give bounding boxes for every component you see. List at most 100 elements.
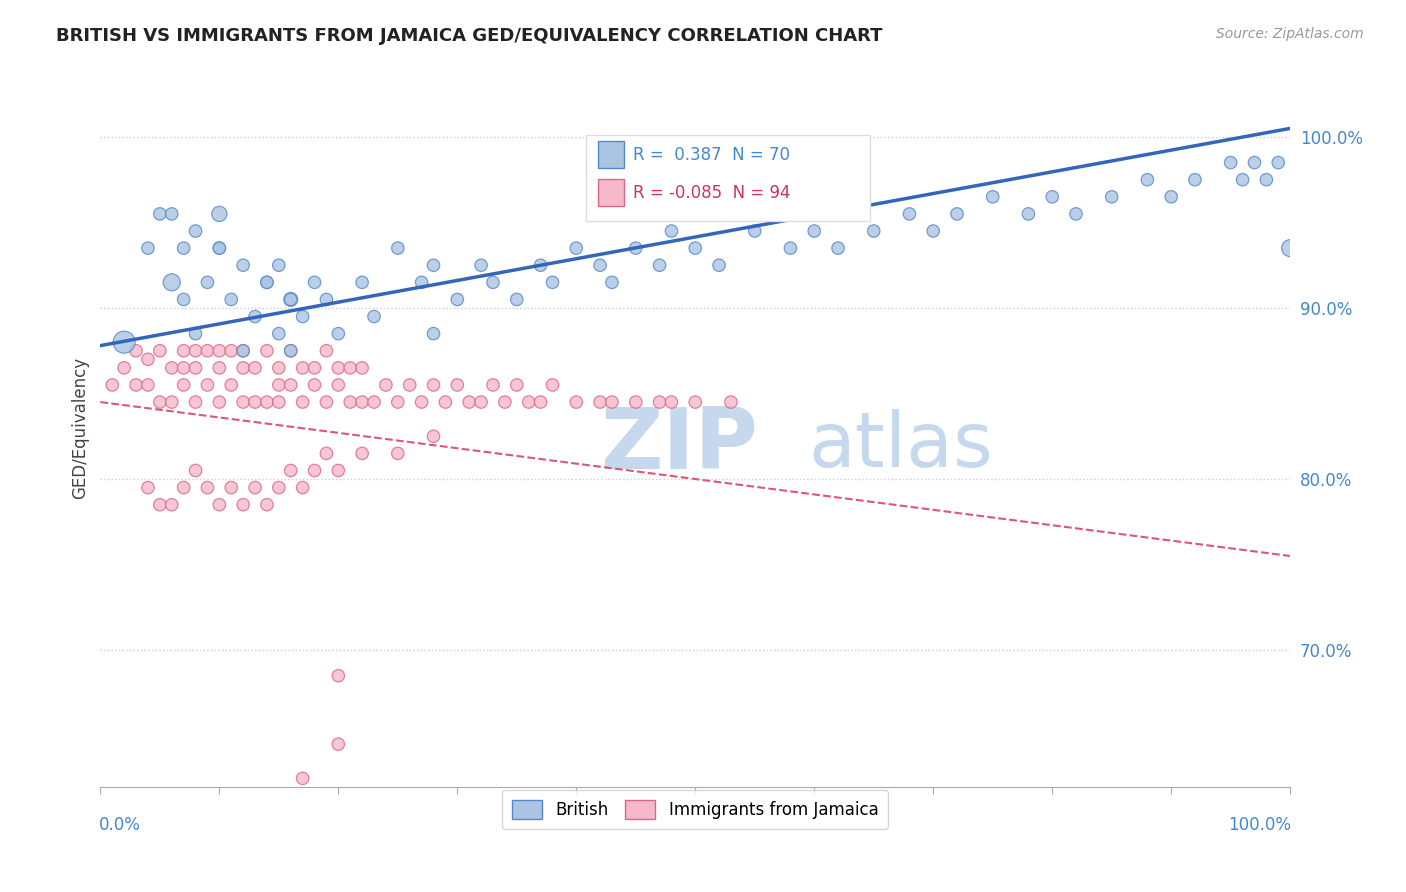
FancyBboxPatch shape — [586, 136, 870, 221]
Point — [149, 498, 172, 512]
Point — [661, 224, 683, 238]
Point — [1279, 241, 1302, 255]
Point — [411, 395, 433, 409]
Point — [1243, 155, 1265, 169]
Point — [411, 276, 433, 290]
Point — [1040, 190, 1063, 204]
Point — [304, 463, 326, 477]
Point — [125, 378, 148, 392]
Point — [184, 463, 207, 477]
Point — [328, 360, 350, 375]
Point — [482, 378, 505, 392]
Point — [470, 258, 492, 272]
Point — [280, 293, 302, 307]
Point — [197, 343, 219, 358]
Point — [280, 293, 302, 307]
Point — [232, 395, 254, 409]
Point — [219, 378, 242, 392]
Point — [328, 378, 350, 392]
Point — [470, 395, 492, 409]
Point — [1136, 172, 1159, 186]
Point — [280, 378, 302, 392]
Point — [267, 481, 290, 495]
Point — [446, 378, 468, 392]
Point — [184, 343, 207, 358]
Text: R = -0.085  N = 94: R = -0.085 N = 94 — [633, 184, 792, 202]
Point — [352, 276, 374, 290]
Text: ZIP: ZIP — [600, 404, 758, 487]
Point — [1184, 172, 1206, 186]
Point — [160, 207, 183, 221]
Point — [1160, 190, 1182, 204]
Point — [232, 258, 254, 272]
Point — [112, 360, 135, 375]
Point — [339, 360, 361, 375]
Text: Source: ZipAtlas.com: Source: ZipAtlas.com — [1216, 27, 1364, 41]
Point — [256, 498, 278, 512]
Point — [267, 378, 290, 392]
Point — [208, 360, 231, 375]
Text: atlas: atlas — [808, 409, 993, 483]
Point — [267, 360, 290, 375]
Point — [529, 258, 551, 272]
Point — [280, 463, 302, 477]
Point — [208, 343, 231, 358]
Point — [208, 395, 231, 409]
Point — [600, 395, 623, 409]
Point — [149, 207, 172, 221]
Point — [267, 326, 290, 341]
Point — [173, 481, 195, 495]
Point — [506, 378, 529, 392]
Point — [315, 343, 337, 358]
Point — [387, 395, 409, 409]
Point — [1101, 190, 1123, 204]
Point — [197, 378, 219, 392]
Point — [565, 395, 588, 409]
Point — [1064, 207, 1087, 221]
Point — [565, 241, 588, 255]
Text: 100.0%: 100.0% — [1229, 815, 1291, 834]
Point — [280, 343, 302, 358]
Point — [173, 241, 195, 255]
Point — [149, 343, 172, 358]
Point — [1017, 207, 1039, 221]
Point — [160, 498, 183, 512]
Point — [219, 343, 242, 358]
Point — [267, 258, 290, 272]
Point — [422, 429, 444, 443]
Point — [648, 395, 671, 409]
Point — [446, 293, 468, 307]
Point — [328, 737, 350, 751]
Point — [352, 395, 374, 409]
Point — [136, 241, 159, 255]
Point — [160, 395, 183, 409]
Point — [125, 343, 148, 358]
Point — [422, 378, 444, 392]
Point — [184, 360, 207, 375]
Point — [232, 498, 254, 512]
Point — [219, 481, 242, 495]
Point — [232, 343, 254, 358]
Point — [101, 378, 124, 392]
Point — [267, 395, 290, 409]
Point — [197, 481, 219, 495]
Point — [184, 395, 207, 409]
Point — [363, 310, 385, 324]
Point — [173, 343, 195, 358]
Point — [648, 258, 671, 272]
Point — [291, 310, 314, 324]
Point — [352, 446, 374, 460]
Text: 0.0%: 0.0% — [100, 815, 141, 834]
Point — [219, 293, 242, 307]
Point — [494, 395, 516, 409]
Y-axis label: GED/Equivalency: GED/Equivalency — [72, 357, 89, 499]
Point — [280, 343, 302, 358]
Point — [506, 293, 529, 307]
Point — [291, 360, 314, 375]
Point — [779, 241, 801, 255]
Point — [208, 498, 231, 512]
Point — [243, 395, 266, 409]
Point — [136, 352, 159, 367]
Point — [197, 276, 219, 290]
Point — [256, 276, 278, 290]
